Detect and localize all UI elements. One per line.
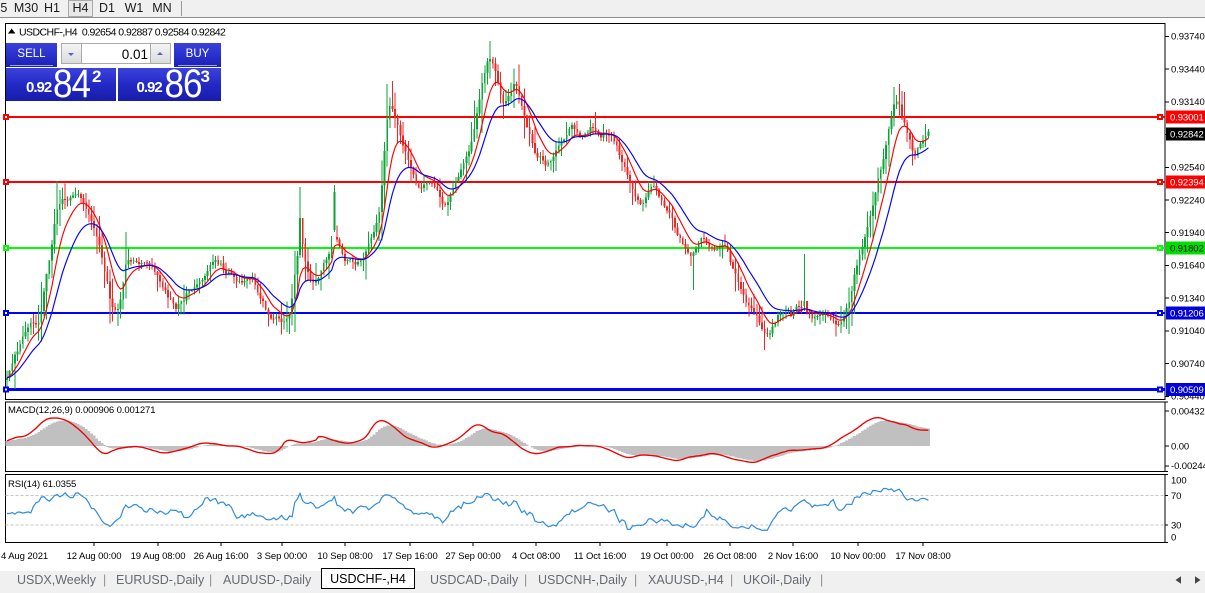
svg-text:12 Aug 00:00: 12 Aug 00:00 <box>67 551 122 562</box>
svg-text:26 Oct 08:00: 26 Oct 08:00 <box>703 551 756 562</box>
svg-text:4 Oct 08:00: 4 Oct 08:00 <box>512 551 560 562</box>
svg-text:RSI(14) 61.0355: RSI(14) 61.0355 <box>8 479 76 490</box>
svg-text:0.93440: 0.93440 <box>1171 64 1205 75</box>
svg-text:-0.00244: -0.00244 <box>1171 461 1205 472</box>
svg-text:11 Oct 16:00: 11 Oct 16:00 <box>574 551 627 562</box>
svg-text:27 Sep 00:00: 27 Sep 00:00 <box>445 551 500 562</box>
svg-text:0.91040: 0.91040 <box>1171 326 1205 337</box>
svg-text:0.93001: 0.93001 <box>1170 112 1204 123</box>
svg-text:0.92540: 0.92540 <box>1171 163 1205 174</box>
svg-text:0.004323: 0.004323 <box>1171 406 1205 417</box>
svg-text:30: 30 <box>1171 520 1181 531</box>
svg-text:17 Sep 16:00: 17 Sep 16:00 <box>382 551 437 562</box>
svg-text:26 Aug 16:00: 26 Aug 16:00 <box>194 551 249 562</box>
svg-text:0: 0 <box>1171 533 1176 544</box>
svg-text:0.90440: 0.90440 <box>1171 392 1205 403</box>
svg-text:MACD(12,26,9) 0.000906 0.00127: MACD(12,26,9) 0.000906 0.001271 <box>8 405 155 416</box>
svg-text:0.91340: 0.91340 <box>1171 293 1205 304</box>
svg-text:0.91206: 0.91206 <box>1170 308 1204 319</box>
svg-text:0.93740: 0.93740 <box>1171 32 1205 43</box>
svg-text:19 Aug 08:00: 19 Aug 08:00 <box>131 551 186 562</box>
svg-text:17 Nov 08:00: 17 Nov 08:00 <box>895 551 950 562</box>
svg-text:0.93140: 0.93140 <box>1171 97 1205 108</box>
svg-text:0.91802: 0.91802 <box>1170 243 1204 254</box>
svg-text:2 Nov 16:00: 2 Nov 16:00 <box>768 551 818 562</box>
svg-text:10 Nov 00:00: 10 Nov 00:00 <box>830 551 885 562</box>
svg-text:0.91940: 0.91940 <box>1171 228 1205 239</box>
svg-text:0.92394: 0.92394 <box>1170 177 1204 188</box>
svg-text:0.90509: 0.90509 <box>1170 385 1204 396</box>
svg-text:10 Sep 08:00: 10 Sep 08:00 <box>317 551 372 562</box>
svg-text:100: 100 <box>1171 476 1187 487</box>
svg-text:0.92842: 0.92842 <box>1170 129 1204 140</box>
svg-text:0.91640: 0.91640 <box>1171 261 1205 272</box>
svg-text:USDCHF-,H4 0.92654 0.92887 0.: USDCHF-,H4 0.92654 0.92887 0.92584 0.928… <box>19 27 226 39</box>
svg-text:0.92240: 0.92240 <box>1171 195 1205 206</box>
svg-text:0.00: 0.00 <box>1171 441 1189 452</box>
svg-text:19 Oct 00:00: 19 Oct 00:00 <box>640 551 693 562</box>
svg-text:70: 70 <box>1171 491 1181 502</box>
svg-text:4 Aug 2021: 4 Aug 2021 <box>1 551 48 562</box>
svg-text:0.90740: 0.90740 <box>1171 359 1205 370</box>
svg-text:3 Sep 00:00: 3 Sep 00:00 <box>257 551 307 562</box>
